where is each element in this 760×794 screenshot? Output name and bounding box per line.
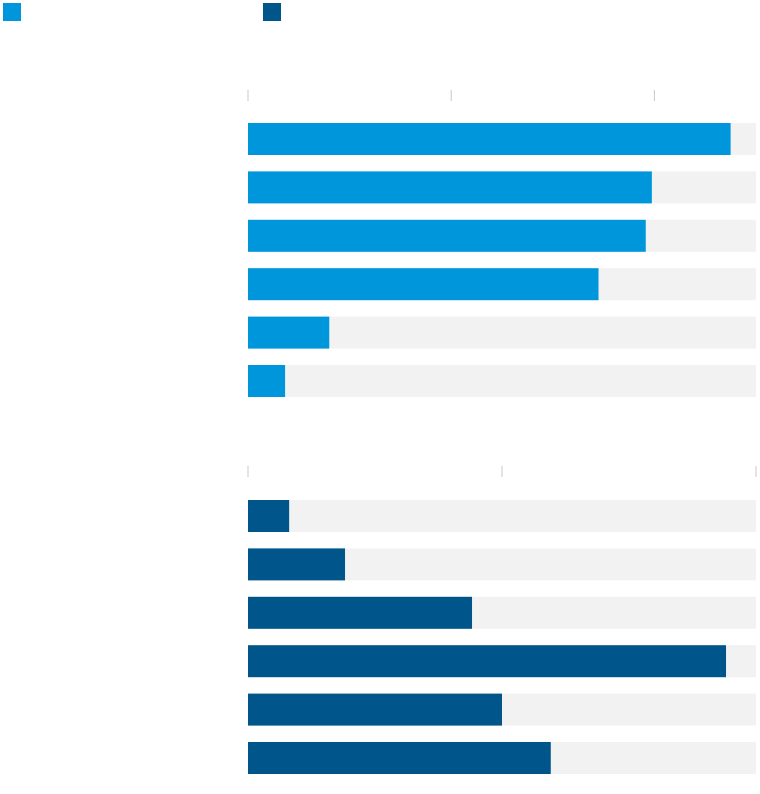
bar <box>248 742 551 774</box>
bar-track <box>248 316 756 349</box>
bar-track <box>248 365 756 397</box>
bar <box>248 500 290 532</box>
legend-swatch <box>3 3 21 21</box>
bar-track <box>248 500 756 532</box>
bar <box>248 596 473 629</box>
bar <box>248 365 286 397</box>
bar <box>248 316 330 349</box>
bar <box>248 268 599 301</box>
bar <box>248 219 646 252</box>
bar <box>248 693 502 726</box>
legend-swatch <box>263 3 281 21</box>
bar <box>248 123 731 155</box>
bar <box>248 548 346 581</box>
bar <box>248 171 652 204</box>
bar <box>248 645 727 678</box>
